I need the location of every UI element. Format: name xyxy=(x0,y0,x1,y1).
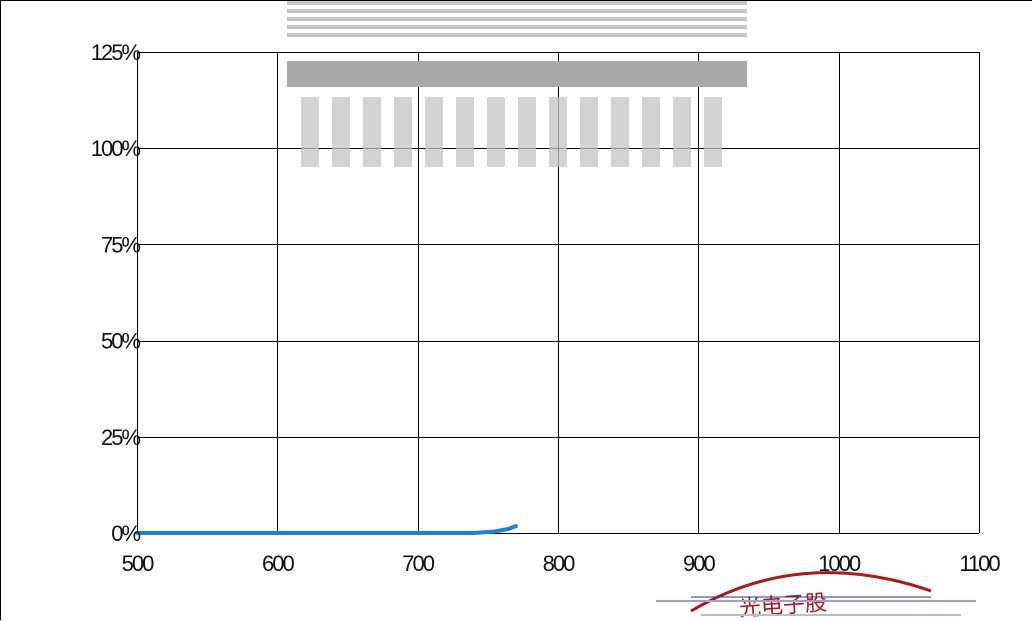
header-artifact-stripe xyxy=(287,9,747,13)
header-artifact-block xyxy=(301,97,319,167)
header-artifact-stripe xyxy=(287,33,747,37)
header-artifact-block xyxy=(487,97,505,167)
header-artifact-block xyxy=(425,97,443,167)
y-tick-label: 0% xyxy=(111,521,140,546)
stamp-arc xyxy=(690,571,932,613)
header-artifact-block xyxy=(580,97,598,167)
series-layer xyxy=(135,524,518,535)
x-tick-label: 500 xyxy=(122,551,154,576)
x-tick-label: 1100 xyxy=(959,551,1000,576)
header-artifact-stripe xyxy=(287,17,747,21)
series-line xyxy=(135,524,518,535)
header-artifact-block xyxy=(673,97,691,167)
header-artifact-block xyxy=(611,97,629,167)
x-tick-label: 700 xyxy=(402,551,434,576)
y-tick-label: 125% xyxy=(91,40,141,65)
y-tick-label: 50% xyxy=(101,329,140,354)
stamp-text: 光电子股 xyxy=(738,591,828,621)
header-artifact-block xyxy=(363,97,381,167)
header-artifact-block xyxy=(518,97,536,167)
y-tick-label: 75% xyxy=(101,232,140,257)
header-artifact-block xyxy=(642,97,660,167)
scanned-header-artifact xyxy=(287,1,747,167)
x-tick-label: 600 xyxy=(262,551,294,576)
header-artifact-block xyxy=(456,97,474,167)
header-artifact-block xyxy=(549,97,567,167)
x-axis-labels: 500 600 700 800 900 1000 1100 xyxy=(122,551,1003,576)
grid xyxy=(137,52,980,534)
y-axis-labels: 0% 25% 50% 75% 100% 125% xyxy=(91,40,143,546)
y-tick-label: 25% xyxy=(101,425,140,450)
header-artifact-block xyxy=(704,97,722,167)
header-artifact-stripe xyxy=(287,25,747,29)
header-artifact-block xyxy=(394,97,412,167)
header-artifact-block xyxy=(332,97,350,167)
header-artifact-bar xyxy=(287,61,747,87)
x-tick-label: 800 xyxy=(543,551,575,576)
header-artifact-stripe xyxy=(287,1,747,5)
x-tick-label: 900 xyxy=(683,551,715,576)
y-tick-label: 100% xyxy=(91,136,141,161)
company-stamp: 光电子股 xyxy=(656,571,976,621)
